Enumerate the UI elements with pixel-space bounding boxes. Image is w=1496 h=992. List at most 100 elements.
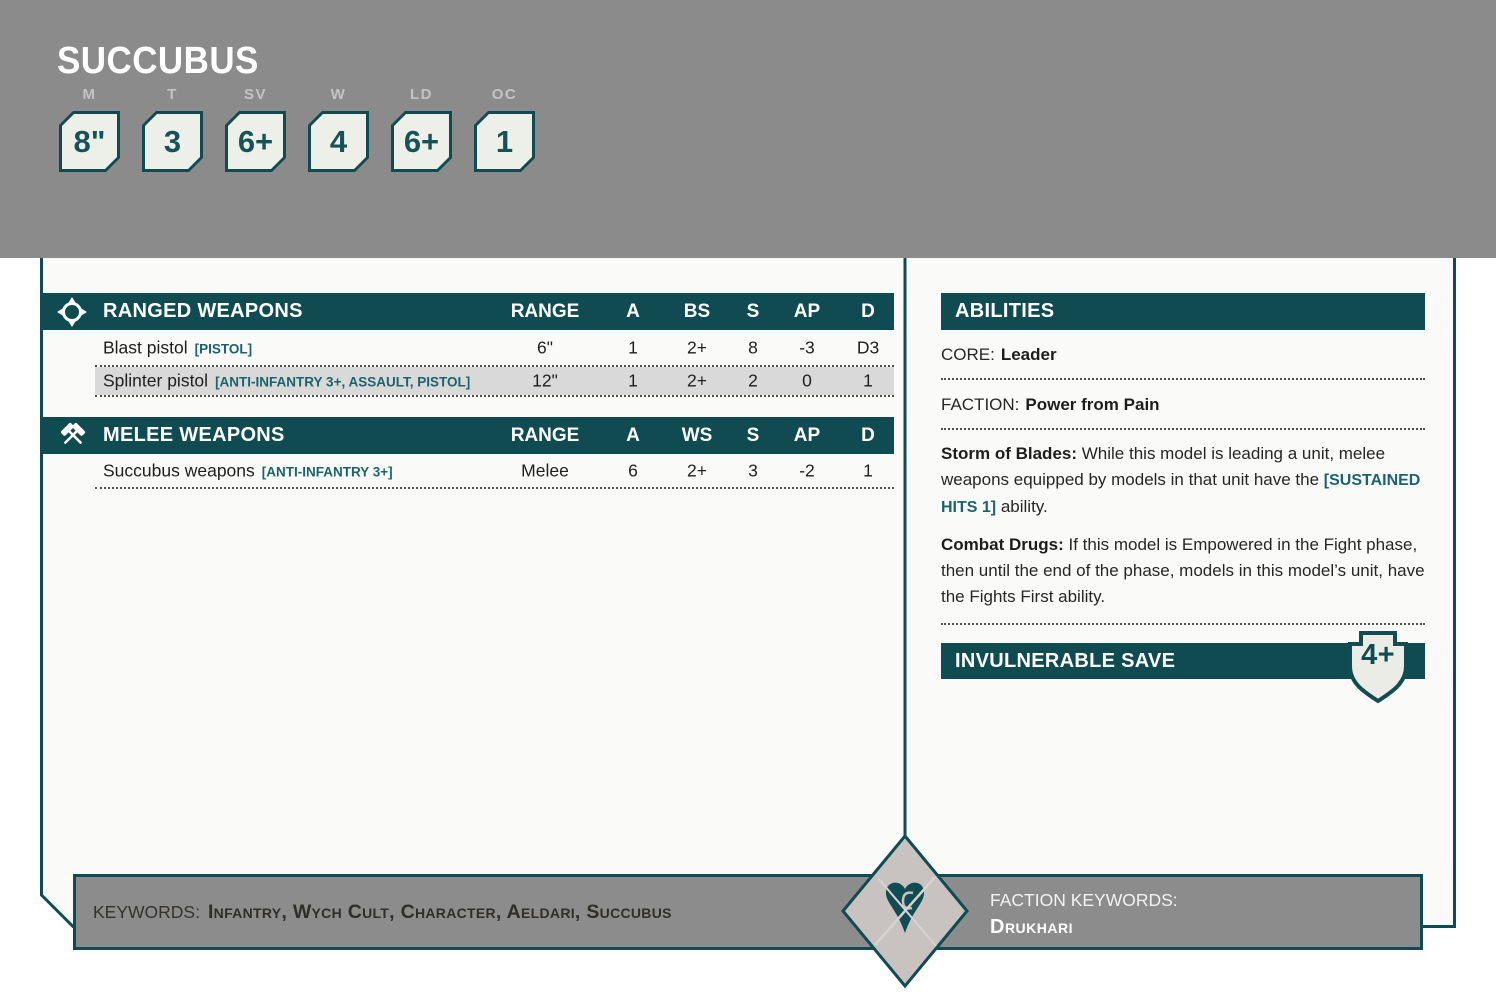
stat-value: 4 <box>311 114 366 169</box>
weapon-strength: 3 <box>748 460 758 481</box>
weapon-row: Succubus weapons [ANTI-INFANTRY 3+] Melee… <box>43 454 894 489</box>
core-value: Leader <box>1000 345 1057 364</box>
weapon-keywords-tag: [PISTOL] <box>194 341 253 357</box>
weapon-strength: 8 <box>748 337 758 358</box>
stat-label: T <box>167 86 178 103</box>
stat-movement: M 8" <box>59 86 120 172</box>
stat-box: 1 <box>474 111 535 172</box>
stat-value: 3 <box>145 114 200 169</box>
weapon-strength: 2 <box>748 370 758 391</box>
faction-ability-line: FACTION: Power from Pain <box>941 395 1425 415</box>
column-header: RANGE <box>510 301 580 322</box>
ability-combat-drugs: Combat Drugs: If this model is Empowered… <box>941 535 1425 606</box>
weapon-range: 12" <box>532 370 558 391</box>
crosshair-target-icon <box>57 297 87 332</box>
core-label: CORE: <box>941 345 995 364</box>
crossed-hammers-icon <box>57 421 89 456</box>
stat-value: 6+ <box>228 114 283 169</box>
stat-save: SV 6+ <box>225 86 286 172</box>
core-ability-line: CORE: Leader <box>941 345 1425 365</box>
abilities-header: ABILITIES <box>941 293 1425 330</box>
column-header: S <box>746 425 760 446</box>
stat-toughness: T 3 <box>142 86 203 172</box>
column-header: A <box>626 425 640 446</box>
keywords-label: KEYWORDS: <box>93 901 200 922</box>
stat-value: 8" <box>62 114 117 169</box>
column-header: A <box>626 301 640 322</box>
faction-keywords-value: Drukhari <box>990 916 1073 938</box>
stat-label: OC <box>491 86 518 103</box>
weapon-ws: 2+ <box>687 460 707 481</box>
weapon-attacks: 1 <box>628 337 638 358</box>
faction-keywords-label: FACTION KEYWORDS: <box>990 890 1178 910</box>
weapon-damage: 1 <box>863 460 873 481</box>
column-header: WS <box>681 425 713 446</box>
weapon-attacks: 1 <box>628 370 638 391</box>
abilities-panel: ABILITIES CORE: Leader FACTION: Power from… <box>941 293 1425 704</box>
weapon-row: Splinter pistol [ANTI-INFANTRY 3+, ASSAUL… <box>43 366 894 397</box>
invulnerable-save-value: 4+ <box>1361 639 1395 671</box>
weapon-range: Melee <box>521 460 569 481</box>
weapon-bs: 2+ <box>687 337 707 358</box>
weapon-damage: D3 <box>856 337 880 358</box>
dotted-divider <box>95 365 894 367</box>
column-header: AP <box>793 425 821 446</box>
weapon-keywords-tag: [ANTI-INFANTRY 3+, ASSAULT, PISTOL] <box>215 374 471 390</box>
weapon-bs: 2+ <box>687 370 707 391</box>
stat-box: 4 <box>308 111 369 172</box>
melee-weapons-header: MELEE WEAPONS RANGE A WS S AP D <box>43 417 894 454</box>
weapon-name: Blast pistol [PISTOL] <box>103 337 253 358</box>
weapon-row: Blast pistol [PISTOL] 6" 1 2+ 8 -3 D3 <box>43 330 894 367</box>
invulnerable-save-band: INVULNERABLE SAVE 4+ <box>941 631 1425 704</box>
row-highlight <box>95 367 894 395</box>
column-header: AP <box>793 301 821 322</box>
column-header: BS <box>683 301 711 322</box>
stat-box: 6+ <box>391 111 452 172</box>
sustained-hits-tag: [SUSTAINED HITS 1] <box>941 472 1421 516</box>
weapon-ap: -3 <box>799 337 815 358</box>
header-band: SUCCUBUS M 8" T 3 SV 6+ W 4 LD 6+ <box>0 0 1496 258</box>
weapon-range: 6" <box>537 337 553 358</box>
stat-label: W <box>330 86 347 103</box>
faction-label: FACTION: <box>941 395 1020 414</box>
weapons-section: RANGED WEAPONS RANGE A BS S AP D Blast p… <box>43 293 894 489</box>
keywords-list: Infantry, Wych Cult, Character, Aeldari,… <box>207 900 672 923</box>
stat-leadership: LD 6+ <box>391 86 452 172</box>
stat-value: 1 <box>477 114 532 169</box>
weapon-keywords-tag: [ANTI-INFANTRY 3+] <box>261 464 393 480</box>
table-title: MELEE WEAPONS <box>103 424 285 446</box>
table-gap <box>43 396 894 417</box>
stat-line: M 8" T 3 SV 6+ W 4 LD 6+ OC 1 <box>59 86 557 172</box>
stat-box: 8" <box>59 111 120 172</box>
dotted-divider <box>941 378 1425 380</box>
ability-storm-of-blades: Storm of Blades: While this model is lea… <box>941 444 1421 516</box>
weapon-damage: 1 <box>863 370 873 391</box>
unit-title: SUCCUBUS <box>57 40 259 82</box>
column-header: D <box>861 301 875 322</box>
stat-box: 6+ <box>225 111 286 172</box>
weapon-ap: 0 <box>802 370 812 391</box>
dotted-divider <box>95 487 894 489</box>
invulnerable-save-label: INVULNERABLE SAVE <box>955 649 1176 672</box>
faction-keywords-block: FACTION KEYWORDS: Drukhari <box>990 887 1178 941</box>
column-header: S <box>746 301 760 322</box>
dotted-divider <box>941 623 1425 625</box>
weapon-ap: -2 <box>799 460 815 481</box>
stat-value: 6+ <box>394 114 449 169</box>
weapon-attacks: 6 <box>628 460 638 481</box>
stat-label: SV <box>243 86 267 103</box>
dotted-divider <box>95 395 894 397</box>
stat-box: 3 <box>142 111 203 172</box>
stat-objective-control: OC 1 <box>474 86 535 172</box>
weapon-name: Succubus weapons [ANTI-INFANTRY 3+] <box>103 460 393 481</box>
stat-label: M <box>82 86 97 103</box>
keywords-bar: KEYWORDS: Infantry, Wych Cult, Character… <box>73 874 1423 950</box>
stat-label: LD <box>410 86 433 103</box>
weapon-name: Splinter pistol [ANTI-INFANTRY 3+, ASSAUL… <box>103 370 471 391</box>
invulnerable-save-shield-icon: 4+ <box>1345 628 1411 706</box>
keywords-line: KEYWORDS: Infantry, Wych Cult, Character… <box>93 877 672 947</box>
ranged-weapons-header: RANGED WEAPONS RANGE A BS S AP D <box>43 293 894 330</box>
column-header: D <box>861 425 875 446</box>
stat-wounds: W 4 <box>308 86 369 172</box>
